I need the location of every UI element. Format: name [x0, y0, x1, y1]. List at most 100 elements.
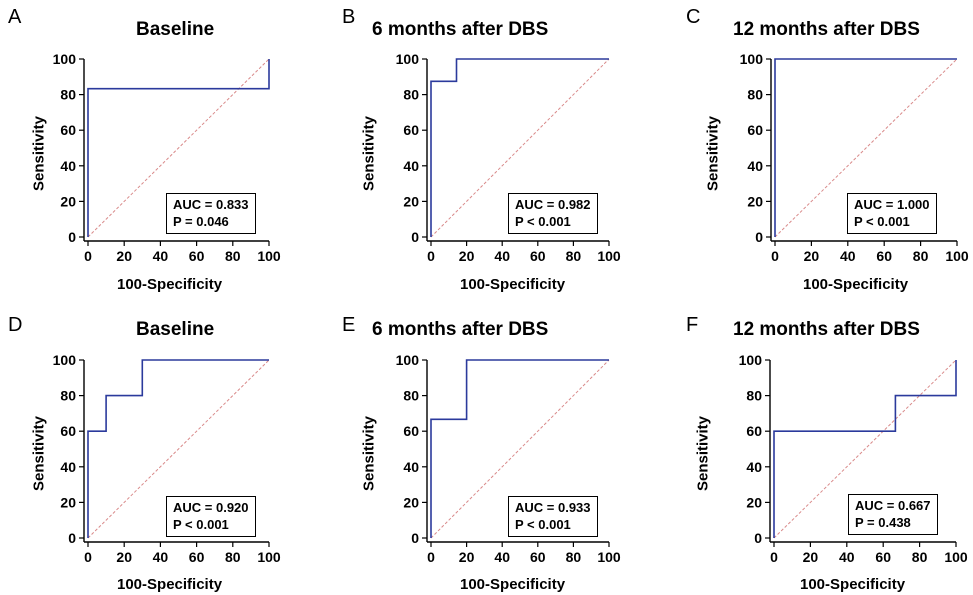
auc-value: AUC = 0.920 — [173, 500, 249, 515]
x-tick-label: 60 — [189, 248, 205, 264]
auc-stat-box: AUC = 0.982 P < 0.001 — [508, 193, 598, 234]
x-tick-label: 0 — [771, 248, 779, 264]
y-tick-label: 20 — [403, 193, 419, 209]
x-tick-label: 0 — [84, 549, 92, 565]
panel-title: 6 months after DBS — [372, 319, 549, 340]
reference-diagonal — [773, 359, 957, 539]
p-value: P < 0.001 — [173, 517, 229, 532]
y-tick-label: 0 — [755, 229, 763, 245]
auc-value: AUC = 1.000 — [854, 197, 930, 212]
roc-curve — [430, 359, 609, 538]
y-tick-label: 40 — [60, 459, 76, 475]
x-tick-label: 100 — [257, 549, 281, 565]
panel-letter: C — [686, 6, 701, 28]
auc-value: AUC = 0.667 — [855, 498, 931, 513]
x-axis-label: 100-Specificity — [460, 576, 566, 593]
x-tick-label: 60 — [189, 549, 205, 565]
panel-letter: A — [8, 6, 22, 28]
panel-e: E 6 months after DBS 0 20 40 60 80 100 0 20 40 60… — [342, 298, 682, 595]
x-tick-label: 20 — [459, 248, 475, 264]
y-tick-label: 40 — [746, 459, 762, 475]
y-tick-label: 20 — [746, 494, 762, 510]
y-tick-label: 40 — [403, 158, 419, 174]
x-tick-label: 40 — [840, 248, 856, 264]
y-tick-label: 100 — [53, 352, 77, 368]
x-tick-label: 60 — [530, 248, 546, 264]
reference-diagonal — [430, 359, 610, 539]
roc-curve — [87, 59, 270, 237]
y-tick-label: 0 — [411, 229, 419, 245]
y-tick-label: 100 — [396, 352, 420, 368]
reference-diagonal — [774, 58, 958, 238]
panel-f: F 12 months after DBS 0 20 40 60 80 100 0 20 40 6… — [684, 298, 973, 595]
p-value: P < 0.001 — [515, 214, 571, 229]
panel-letter: E — [342, 314, 356, 336]
y-tick-label: 100 — [396, 51, 420, 67]
y-tick-label: 20 — [403, 494, 419, 510]
y-tick-label: 20 — [60, 494, 76, 510]
x-tick-label: 80 — [566, 248, 582, 264]
x-tick-label: 40 — [153, 549, 169, 565]
auc-stat-box: AUC = 0.920 P < 0.001 — [166, 496, 256, 537]
x-tick-label: 0 — [84, 248, 92, 264]
roc-plot: 0 20 40 60 80 100 0 20 40 60 80 100 — [396, 51, 621, 264]
roc-plot: 0 20 40 60 80 100 0 20 40 60 80 100 — [53, 51, 281, 264]
auc-stat-box: AUC = 1.000 P < 0.001 — [847, 193, 937, 234]
y-axis-label: Sensitivity — [694, 415, 712, 492]
x-tick-label: 60 — [875, 549, 891, 565]
y-axis-label: Sensitivity — [360, 115, 378, 192]
x-axis-label: 100-Specificity — [117, 276, 223, 293]
x-tick-label: 80 — [225, 248, 241, 264]
x-tick-label: 40 — [494, 549, 510, 565]
y-tick-label: 40 — [747, 158, 763, 174]
panel-d: D Baseline 0 20 40 60 80 100 0 20 40 60 80 100 Sens… — [0, 298, 340, 595]
p-value: P = 0.046 — [173, 214, 229, 229]
auc-stat-box: AUC = 0.667 P = 0.438 — [848, 494, 938, 535]
x-tick-label: 100 — [597, 248, 621, 264]
roc-curve — [774, 58, 957, 237]
panel-title: 6 months after DBS — [372, 19, 549, 40]
x-tick-label: 80 — [225, 549, 241, 565]
y-tick-label: 100 — [53, 51, 77, 67]
roc-plot: 0 20 40 60 80 100 0 20 40 60 80 100 — [739, 352, 968, 565]
y-tick-label: 60 — [403, 122, 419, 138]
x-tick-label: 20 — [459, 549, 475, 565]
roc-curve — [87, 359, 269, 538]
y-tick-label: 100 — [739, 352, 763, 368]
x-tick-label: 40 — [153, 248, 169, 264]
roc-plot: 0 20 40 60 80 100 0 20 40 60 80 100 — [396, 352, 621, 565]
y-tick-label: 60 — [746, 423, 762, 439]
x-tick-label: 0 — [427, 549, 435, 565]
y-tick-label: 40 — [60, 158, 76, 174]
x-tick-label: 80 — [566, 549, 582, 565]
x-axis-label: 100-Specificity — [460, 276, 566, 293]
roc-curve — [430, 58, 609, 237]
y-axis-label: Sensitivity — [30, 415, 48, 492]
panel-title: 12 months after DBS — [733, 19, 920, 40]
x-tick-label: 20 — [116, 549, 132, 565]
roc-plot: 0 20 40 60 80 100 0 20 40 60 80 100 — [740, 51, 969, 264]
x-tick-label: 40 — [839, 549, 855, 565]
x-tick-label: 40 — [494, 248, 510, 264]
y-tick-label: 0 — [68, 530, 76, 546]
x-axis-label: 100-Specificity — [800, 576, 906, 593]
y-tick-label: 0 — [411, 530, 419, 546]
x-tick-label: 100 — [257, 248, 281, 264]
x-tick-label: 60 — [876, 248, 892, 264]
y-tick-label: 60 — [60, 423, 76, 439]
y-tick-label: 60 — [60, 122, 76, 138]
y-tick-label: 0 — [754, 530, 762, 546]
y-axis-label: Sensitivity — [704, 115, 722, 192]
y-axis-label: Sensitivity — [30, 115, 48, 192]
auc-stat-box: AUC = 0.833 P = 0.046 — [166, 193, 256, 234]
panel-c: C 12 months after DBS 0 20 40 60 80 100 0 20 40 6… — [684, 0, 973, 297]
x-tick-label: 0 — [770, 549, 778, 565]
x-tick-label: 60 — [530, 549, 546, 565]
roc-plot: 0 20 40 60 80 100 0 20 40 60 80 100 — [53, 352, 281, 565]
y-tick-label: 40 — [403, 459, 419, 475]
x-tick-label: 80 — [912, 549, 928, 565]
panel-title: 12 months after DBS — [733, 319, 920, 340]
y-tick-label: 80 — [60, 87, 76, 103]
y-tick-label: 20 — [60, 193, 76, 209]
panel-title: Baseline — [136, 19, 215, 40]
